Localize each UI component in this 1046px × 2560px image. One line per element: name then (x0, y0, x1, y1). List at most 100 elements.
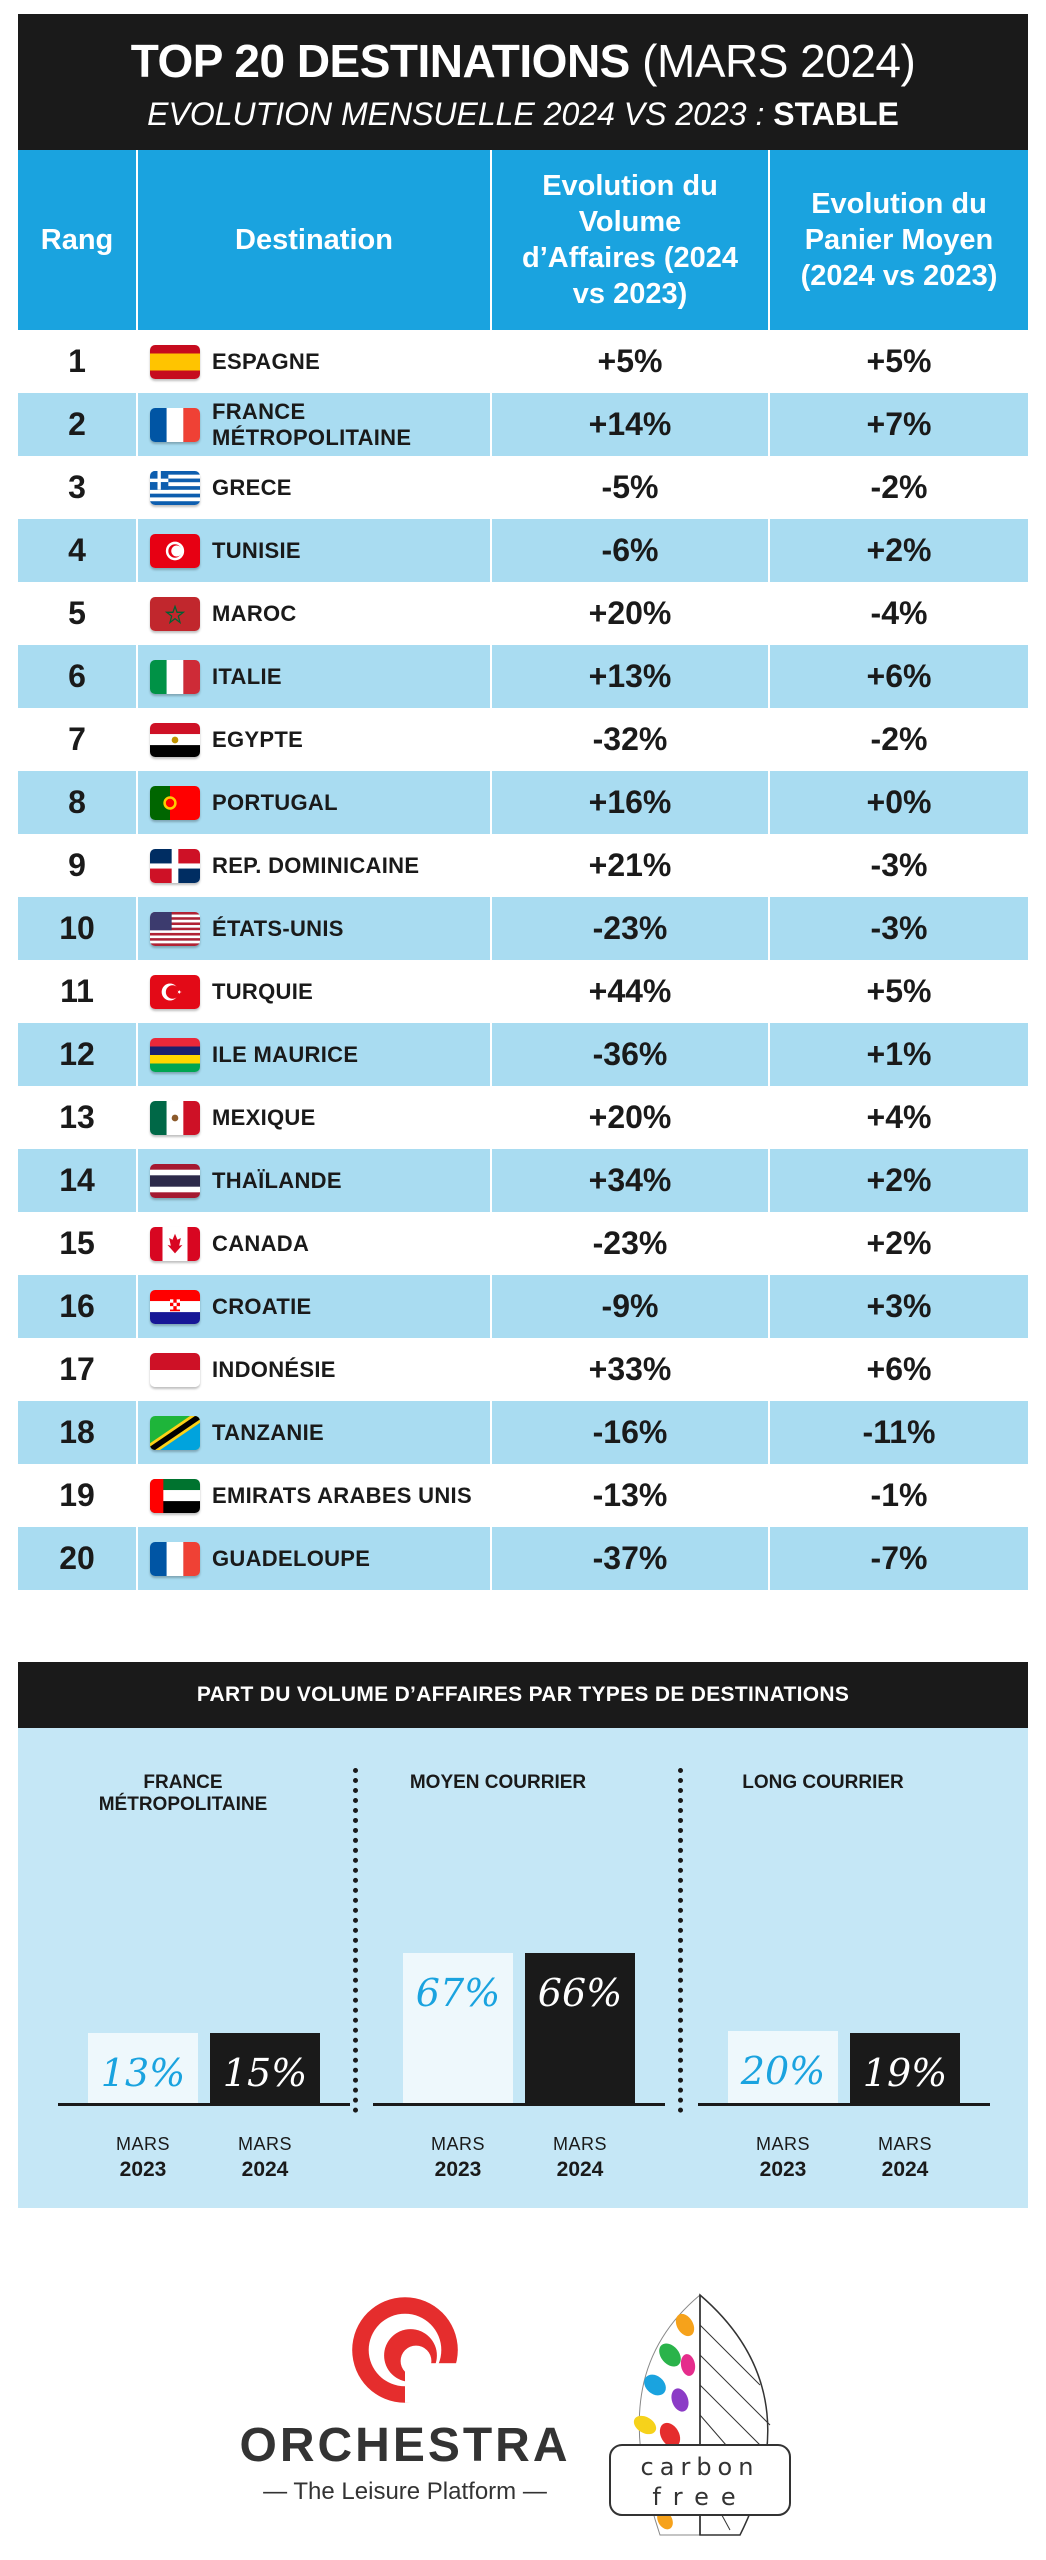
row-rank: 2 (18, 393, 138, 456)
table-row: 15 CANADA -23% +2% (18, 1212, 1028, 1275)
orchestra-tagline: — The Leisure Platform — (263, 2478, 547, 2505)
orchestra-logo-icon (352, 2297, 458, 2403)
group-baseline (698, 2103, 990, 2106)
row-panier: +5% (866, 343, 932, 379)
row-destination-label: ITALIE (212, 663, 282, 689)
row-destination-label: ILE MAURICE (212, 1041, 359, 1067)
row-panier: -1% (870, 1477, 928, 1513)
bar-2024: 19% (850, 2033, 960, 2103)
turkey-flag-icon (150, 974, 200, 1009)
row-rank: 12 (18, 1023, 138, 1086)
row-destination: TANZANIE (138, 1401, 492, 1464)
table-row: 17 INDONÉSIE +33% +6% (18, 1338, 1028, 1401)
subtitle-text: EVOLUTION MENSUELLE 2024 VS 2023 : (147, 96, 765, 132)
chart-panel: FRANCE MÉTROPOLITAINE 13% MARS 2023 15% MARS 2… (18, 1728, 1028, 2208)
row-destination: TURQUIE (138, 960, 492, 1023)
subtitle-status: STABLE (773, 96, 899, 132)
row-panier: +1% (866, 1036, 932, 1072)
row-rank: 4 (18, 519, 138, 582)
table-row: 9 REP. DOMINICAINE +21% -3% (18, 834, 1028, 897)
row-destination-label: EMIRATS ARABES UNIS (212, 1482, 472, 1508)
table-row: 2 FRANCE MÉTROPOLITAINE +14% +7% (18, 393, 1028, 456)
row-destination-label: ÉTATS-UNIS (212, 915, 344, 941)
group-baseline (58, 2103, 350, 2106)
row-destination-label: TANZANIE (212, 1419, 324, 1445)
row-destination-label: CROATIE (212, 1293, 312, 1319)
title-banner: TOP 20 DESTINATIONS (MARS 2024) EVOLUTIO… (18, 14, 1028, 150)
group-divider (353, 1768, 358, 2113)
row-rank: 5 (18, 582, 138, 645)
row-panier: +6% (866, 658, 932, 694)
table-row: 6 ITALIE +13% +6% (18, 645, 1028, 708)
row-destination: TUNISIE (138, 519, 492, 582)
x-axis-label: MARS 2023 (88, 2133, 198, 2184)
row-destination-label: REP. DOMINICAINE (212, 852, 420, 878)
row-volume: -36% (492, 1023, 770, 1086)
row-panier: -3% (870, 910, 928, 946)
carbon-free-word-2: free (652, 2483, 747, 2511)
row-destination: REP. DOMINICAINE (138, 834, 492, 897)
bar-2024: 66% (525, 1953, 635, 2103)
row-panier: -3% (870, 847, 928, 883)
bar-2024: 15% (210, 2033, 320, 2103)
row-volume: -32% (492, 708, 770, 771)
mexico-flag-icon (150, 1100, 200, 1135)
row-panier: +2% (866, 1225, 932, 1261)
row-volume: +20% (492, 1086, 770, 1149)
row-volume: -23% (492, 897, 770, 960)
x-axis-label: MARS 2024 (210, 2133, 320, 2184)
table-row: 1 ESPAGNE +5% +5% (18, 330, 1028, 393)
page-title: TOP 20 DESTINATIONS (MARS 2024) (18, 34, 1028, 88)
row-panier: +0% (866, 784, 932, 820)
row-panier: -2% (870, 469, 928, 505)
x-axis-year: 2023 (759, 2158, 807, 2182)
group-divider (678, 1768, 683, 2113)
row-destination: ESPAGNE (138, 330, 492, 393)
row-panier: +2% (866, 1162, 932, 1198)
x-axis-label: MARS 2023 (403, 2133, 513, 2184)
table-row: 16 CROATIE -9% +3% (18, 1275, 1028, 1338)
row-destination: MEXIQUE (138, 1086, 492, 1149)
header-volume-label: Evolution du Volume d’Affaires (2024 vs … (522, 169, 738, 311)
table-row: 8 PORTUGAL +16% +0% (18, 771, 1028, 834)
header-destination: Destination (138, 150, 492, 330)
row-destination: FRANCE MÉTROPOLITAINE (138, 393, 492, 456)
row-rank: 6 (18, 645, 138, 708)
row-panier: +5% (866, 973, 932, 1009)
row-destination-label: PORTUGAL (212, 789, 338, 815)
row-destination-label: THAÏLANDE (212, 1167, 342, 1193)
row-volume: +20% (492, 582, 770, 645)
row-panier: +6% (866, 1351, 932, 1387)
chart-title: PART DU VOLUME D’AFFAIRES PAR TYPES DE D… (18, 1662, 1028, 1728)
row-rank: 10 (18, 897, 138, 960)
row-destination-label: MEXIQUE (212, 1104, 316, 1130)
bar-value-label: 67% (415, 1971, 501, 2015)
orchestra-name: ORCHESTRA (239, 2419, 571, 2472)
row-rank: 9 (18, 834, 138, 897)
row-volume: +5% (492, 330, 770, 393)
row-destination-label: TURQUIE (212, 978, 314, 1004)
france-flag-icon (150, 407, 200, 442)
x-axis-year: 2023 (434, 2158, 482, 2182)
morocco-flag-icon (150, 596, 200, 631)
x-axis-label: MARS 2023 (728, 2133, 838, 2184)
egypt-flag-icon (150, 722, 200, 757)
header-volume: Evolution du Volume d’Affaires (2024 vs … (492, 150, 770, 330)
row-volume: +34% (492, 1149, 770, 1212)
x-axis-label: MARS 2024 (525, 2133, 635, 2184)
row-panier: +4% (866, 1099, 932, 1135)
bar-value-label: 15% (222, 2051, 308, 2095)
group-label: FRANCE MÉTROPOLITAINE (98, 1772, 268, 1815)
row-volume: +14% (492, 393, 770, 456)
row-rank: 13 (18, 1086, 138, 1149)
table-body: 1 ESPAGNE +5% +5% 2 FRANCE MÉTROPOLITAINE +14%… (18, 330, 1028, 1590)
table-row: 10 ÉTATS-UNIS -23% -3% (18, 897, 1028, 960)
row-panier: -11% (862, 1414, 936, 1450)
tunisia-flag-icon (150, 533, 200, 568)
x-axis-month: MARS (115, 2134, 170, 2154)
x-axis-year: 2024 (556, 2158, 604, 2182)
uae-flag-icon (150, 1478, 200, 1513)
x-axis-month: MARS (237, 2134, 292, 2154)
page-subtitle: EVOLUTION MENSUELLE 2024 VS 2023 : STABL… (18, 96, 1028, 133)
x-axis-month: MARS (430, 2134, 485, 2154)
